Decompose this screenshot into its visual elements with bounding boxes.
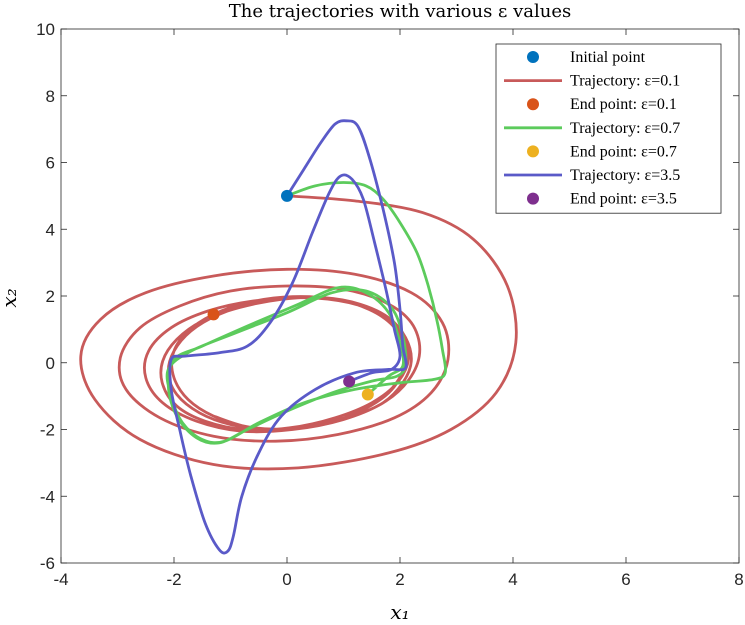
x-tick-label: 0	[282, 570, 291, 589]
y-tick-label: -2	[40, 421, 55, 440]
y-tick-label: -4	[40, 487, 55, 506]
x-axis-label: x₁	[390, 600, 409, 624]
legend-label: Trajectory: ε=0.7	[570, 120, 680, 137]
legend: Initial point Trajectory: ε=0.1 End point:…	[495, 43, 722, 214]
legend-label: End point: ε=0.7	[570, 143, 677, 160]
legend-swatch-marker	[527, 145, 539, 158]
x-tick-label: 4	[508, 570, 517, 589]
y-tick-label: 4	[46, 220, 55, 239]
x-tick-label: 8	[734, 570, 743, 589]
y-tick-label: 8	[46, 87, 55, 106]
x-tick-label: 2	[395, 570, 404, 589]
series-line-3	[168, 119, 408, 555]
chart-title: The trajectories with various ε values	[229, 1, 571, 22]
y-tick-label: 0	[46, 354, 55, 373]
legend-label: Trajectory: ε=3.5	[570, 167, 680, 184]
x-tick-label: 6	[621, 570, 630, 589]
legend-label: End point: ε=3.5	[570, 191, 677, 208]
legend-swatch-marker	[527, 192, 539, 205]
x-tick-label: -4	[53, 570, 68, 589]
marker-point-3	[361, 388, 374, 401]
legend-label: Initial point	[570, 49, 646, 66]
x-tick-label: -2	[166, 570, 181, 589]
y-tick-label: 2	[46, 287, 55, 306]
marker-point-1	[281, 189, 293, 202]
legend-label: Trajectory: ε=0.1	[570, 73, 680, 90]
y-tick-label: 6	[46, 154, 55, 173]
marker-point-2	[207, 308, 220, 321]
y-tick-label: 10	[36, 20, 55, 39]
series-line-2	[165, 181, 447, 445]
marker-point-4	[343, 375, 356, 388]
legend-swatch-marker	[527, 51, 539, 63]
y-tick-label: -6	[40, 554, 55, 573]
y-axis-label: x₂	[0, 288, 21, 307]
legend-swatch-marker	[527, 98, 539, 111]
legend-label: End point: ε=0.1	[570, 96, 677, 113]
series-line-1	[79, 194, 518, 471]
